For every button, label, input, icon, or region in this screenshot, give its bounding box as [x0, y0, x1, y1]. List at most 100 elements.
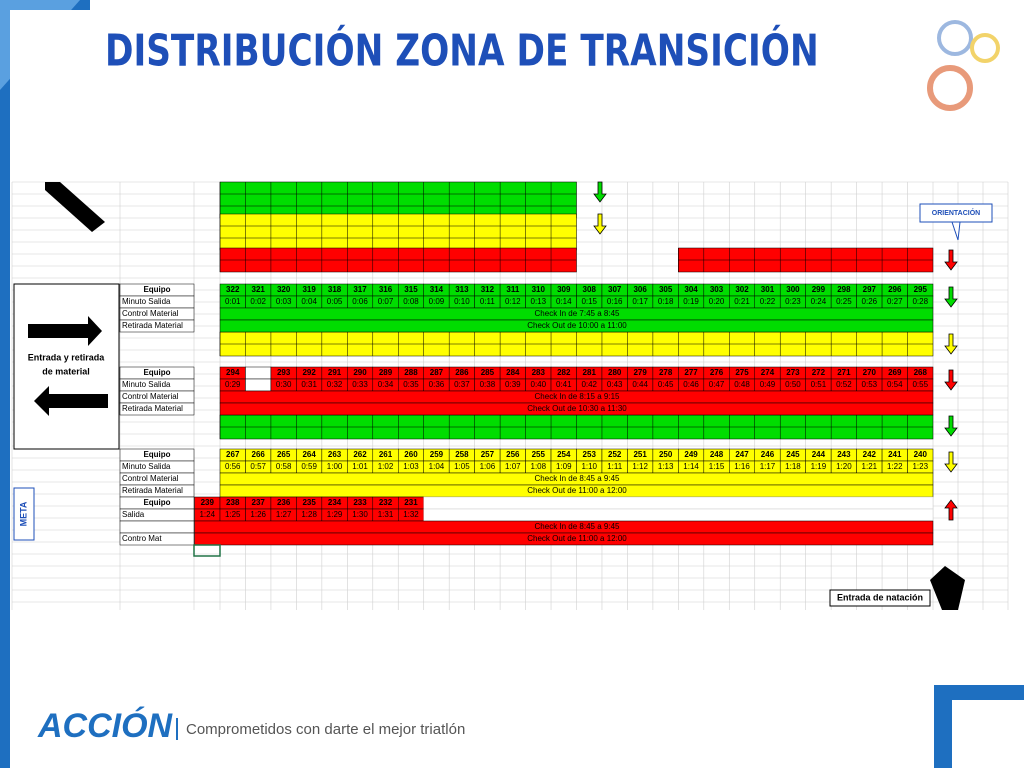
start-time: 0:52 — [836, 380, 852, 389]
team-number: 240 — [914, 450, 928, 459]
row-label-cell — [119, 319, 195, 333]
team-number: 293 — [277, 368, 291, 377]
row-label: Salida — [122, 510, 145, 519]
cell — [423, 508, 934, 522]
arrow-up — [930, 566, 965, 610]
team-number: 318 — [328, 285, 342, 294]
start-time: 0:19 — [683, 297, 699, 306]
team-number: 271 — [837, 368, 851, 377]
team-number: 273 — [786, 368, 800, 377]
start-time: 0:50 — [785, 380, 801, 389]
start-time: 0:41 — [556, 380, 572, 389]
start-time: 0:12 — [505, 297, 521, 306]
team-number: 254 — [557, 450, 571, 459]
start-time: 1:24 — [199, 510, 215, 519]
team-number: 312 — [481, 285, 495, 294]
start-time: 0:44 — [632, 380, 648, 389]
team-number: 302 — [735, 285, 749, 294]
arrow-left — [34, 386, 108, 416]
start-time: 0:20 — [709, 297, 725, 306]
check-text: Check Out de 10:00 a 11:00 — [527, 321, 627, 330]
team-number: 253 — [583, 450, 597, 459]
start-time: 0:49 — [760, 380, 776, 389]
arrow-diag — [45, 182, 105, 232]
team-number: 250 — [659, 450, 673, 459]
meta-label: META — [18, 501, 28, 526]
row-label: Retirada Material — [122, 486, 183, 495]
team-number: 261 — [379, 450, 393, 459]
team-number: 247 — [735, 450, 749, 459]
team-number: 292 — [302, 368, 316, 377]
direction-arrow — [944, 286, 958, 308]
check-text: Check Out de 10:30 a 11:30 — [527, 404, 627, 413]
team-number: 307 — [608, 285, 622, 294]
start-time: 0:14 — [556, 297, 572, 306]
start-time: 0:26 — [862, 297, 878, 306]
team-number: 316 — [379, 285, 393, 294]
direction-arrow — [944, 369, 958, 391]
start-time: 0:38 — [480, 380, 496, 389]
start-time: 0:35 — [403, 380, 419, 389]
team-number: 263 — [328, 450, 342, 459]
footer-bg — [0, 690, 1024, 768]
team-number: 311 — [506, 285, 519, 294]
start-time: 1:21 — [862, 462, 878, 471]
team-number: 276 — [710, 368, 724, 377]
swim-box — [829, 589, 931, 607]
start-time: 1:28 — [301, 510, 317, 519]
row-label-cell — [119, 402, 195, 416]
start-time: 0:51 — [811, 380, 827, 389]
team-number: 278 — [659, 368, 673, 377]
start-time: 1:29 — [327, 510, 343, 519]
start-time: 1:10 — [581, 462, 597, 471]
team-number: 300 — [786, 285, 800, 294]
check-text: Check In de 8:45 a 9:45 — [535, 474, 621, 483]
row-label: Equipo — [143, 285, 170, 294]
team-number: 232 — [379, 498, 393, 507]
start-time: 1:05 — [454, 462, 470, 471]
start-time: 1:00 — [327, 462, 343, 471]
check-text: Check Out de 11:00 a 12:00 — [527, 486, 627, 495]
row-label: Minuto Salida — [122, 380, 171, 389]
team-number: 295 — [914, 285, 928, 294]
team-number: 315 — [404, 285, 418, 294]
team-number: 248 — [710, 450, 724, 459]
brand: ACCIÓN — [37, 707, 174, 745]
direction-arrow — [593, 181, 607, 203]
start-time: 0:31 — [301, 380, 317, 389]
team-number: 285 — [481, 368, 495, 377]
row-label: Minuto Salida — [122, 297, 171, 306]
start-time: 0:46 — [683, 380, 699, 389]
start-time: 0:18 — [658, 297, 674, 306]
start-time: 0:32 — [327, 380, 343, 389]
team-number: 310 — [532, 285, 546, 294]
team-number: 259 — [430, 450, 444, 459]
start-time: 0:45 — [658, 380, 674, 389]
start-time: 0:55 — [912, 380, 928, 389]
team-number: 269 — [888, 368, 902, 377]
start-time: 0:25 — [836, 297, 852, 306]
start-time: 0:11 — [480, 297, 496, 306]
start-time: 0:22 — [760, 297, 776, 306]
start-time: 0:36 — [429, 380, 445, 389]
start-time: 1:04 — [429, 462, 445, 471]
check-row — [194, 532, 934, 546]
meta-box — [13, 487, 35, 541]
start-time: 1:16 — [734, 462, 750, 471]
check-text: Check In de 8:15 a 9:15 — [535, 392, 621, 401]
start-time: 1:07 — [505, 462, 521, 471]
start-time: 0:57 — [250, 462, 266, 471]
side-label: de material — [42, 366, 90, 376]
start-time: 1:15 — [709, 462, 725, 471]
start-time: 0:02 — [250, 297, 266, 306]
start-time: 0:54 — [887, 380, 903, 389]
logo-ring — [970, 33, 1000, 63]
team-number: 289 — [379, 368, 393, 377]
start-time: 0:28 — [912, 297, 928, 306]
team-number: 287 — [430, 368, 444, 377]
row-label: Retirada Material — [122, 404, 183, 413]
row-label: Equipo — [143, 498, 170, 507]
start-time: 0:39 — [505, 380, 521, 389]
row-label-cell — [119, 520, 195, 534]
